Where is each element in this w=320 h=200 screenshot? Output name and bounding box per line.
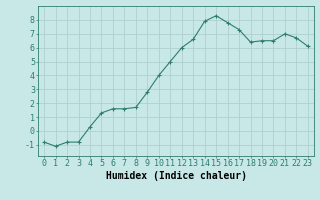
X-axis label: Humidex (Indice chaleur): Humidex (Indice chaleur) <box>106 171 246 181</box>
